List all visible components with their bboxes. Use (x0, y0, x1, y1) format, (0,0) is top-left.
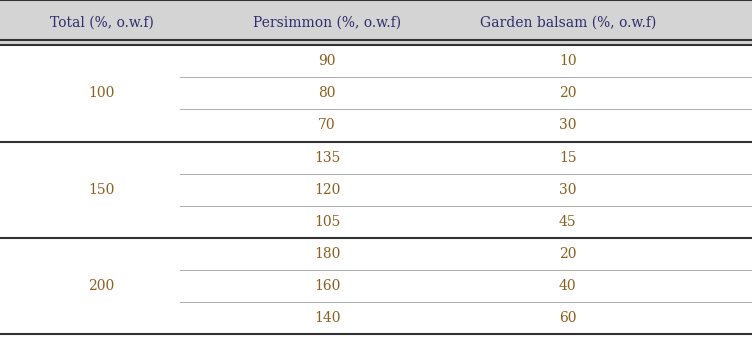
Text: 20: 20 (559, 247, 577, 261)
Text: 180: 180 (314, 247, 341, 261)
Bar (0, 0, 752, 45)
Text: 15: 15 (559, 151, 577, 165)
Text: Total (%, o.w.f): Total (%, o.w.f) (50, 16, 153, 30)
Text: 150: 150 (88, 183, 115, 197)
Text: 10: 10 (559, 54, 577, 68)
Text: 45: 45 (559, 215, 577, 229)
Text: 30: 30 (559, 118, 577, 133)
Text: 140: 140 (314, 311, 341, 325)
Text: 100: 100 (88, 86, 115, 100)
Text: 80: 80 (318, 86, 336, 100)
Text: 70: 70 (318, 118, 336, 133)
Text: Persimmon (%, o.w.f): Persimmon (%, o.w.f) (253, 16, 401, 30)
Text: 20: 20 (559, 86, 577, 100)
Text: 160: 160 (314, 279, 341, 293)
Text: 200: 200 (89, 279, 114, 293)
Text: 135: 135 (314, 151, 341, 165)
Text: 30: 30 (559, 183, 577, 197)
Text: 120: 120 (314, 183, 341, 197)
Text: 60: 60 (559, 311, 577, 325)
Text: Garden balsam (%, o.w.f): Garden balsam (%, o.w.f) (480, 16, 656, 30)
Text: 40: 40 (559, 279, 577, 293)
Text: 105: 105 (314, 215, 341, 229)
Text: 90: 90 (318, 54, 336, 68)
